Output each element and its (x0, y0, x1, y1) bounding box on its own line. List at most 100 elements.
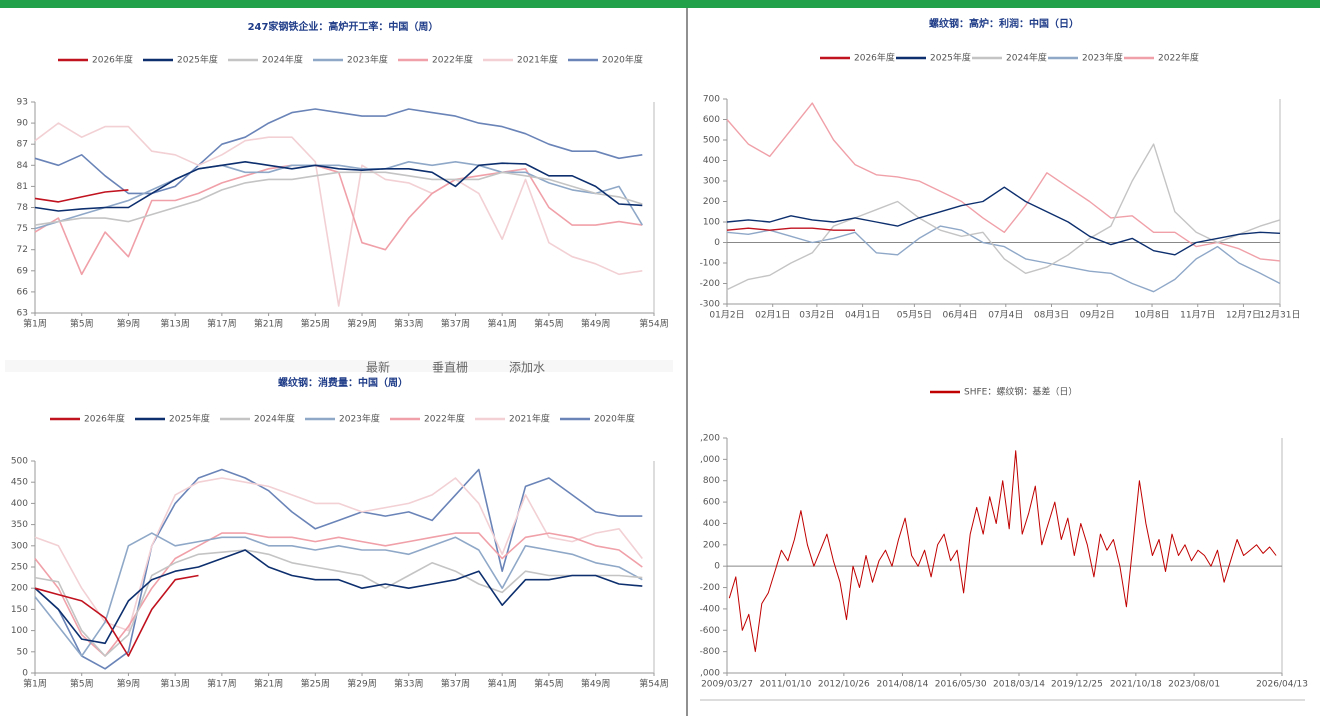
y-tick-label: 600 (703, 115, 720, 125)
y-tick-label: -600 (700, 626, 721, 636)
x-tick-label: 12月7日 (1226, 310, 1261, 321)
x-tick-label: 第13周 (160, 318, 189, 330)
x-tick-label: 第37周 (441, 318, 470, 330)
x-tick-label: 第29周 (347, 318, 376, 330)
y-tick-label: 72 (17, 245, 28, 255)
y-tick-label: 450 (11, 478, 28, 488)
x-tick-label: 03月2日 (799, 310, 834, 321)
y-tick-label: 84 (17, 161, 29, 171)
x-tick-label: 第1周 (23, 318, 47, 330)
y-tick-label: -400 (700, 604, 721, 614)
x-tick-label: 第25周 (301, 318, 330, 330)
legend-label: 2025年度 (930, 52, 971, 64)
series-line (34, 108, 643, 195)
x-tick-label: 第33周 (394, 318, 423, 330)
legend-label: 2024年度 (262, 54, 303, 66)
legend-label: 2022年度 (1158, 52, 1199, 64)
x-tick-label: 第17周 (207, 318, 236, 330)
x-tick-label: 第9周 (117, 318, 141, 330)
x-tick-label: 第29周 (347, 678, 376, 690)
series-line (726, 227, 855, 231)
legend-label: SHFE：螺纹钢：基差（日） (964, 386, 1077, 398)
y-tick-label: 800 (703, 476, 720, 486)
y-tick-label: 100 (11, 626, 28, 636)
legend-label: 2024年度 (254, 413, 295, 425)
series-line (34, 549, 643, 645)
legend-label: 2024年度 (1006, 52, 1047, 64)
x-tick-label: 2016/05/30 (935, 680, 987, 690)
x-tick-label: 第21周 (254, 678, 283, 690)
y-tick-label: 600 (703, 498, 720, 508)
y-tick-label: 500 (11, 457, 28, 467)
x-tick-label: 第5周 (70, 318, 94, 330)
y-tick-label: 200 (703, 540, 720, 550)
toolbar-button[interactable]: 最新 (366, 360, 390, 375)
series-line (34, 164, 643, 276)
y-tick-label: 50 (17, 647, 29, 657)
y-tick-label: -200 (700, 583, 721, 593)
x-tick-label: 2012/10/26 (818, 680, 870, 690)
y-tick-label: 250 (11, 563, 28, 573)
y-tick-label: 78 (17, 203, 29, 213)
legend-label: 2022年度 (424, 413, 465, 425)
y-tick-label: 0 (714, 238, 720, 248)
x-tick-label: 02月1日 (755, 310, 790, 321)
y-tick-label: -1,000 (691, 669, 720, 679)
x-tick-label: 第41周 (487, 678, 516, 690)
y-tick-label: -800 (700, 647, 721, 657)
y-tick-label: 150 (11, 605, 28, 615)
y-tick-label: 350 (11, 520, 28, 530)
y-tick-label: -100 (700, 259, 721, 269)
chart-title: 247家钢铁企业：高炉开工率：中国（周） (248, 20, 439, 33)
y-tick-label: 300 (703, 177, 720, 187)
legend-label: 2022年度 (432, 54, 473, 66)
y-tick-label: 1,000 (694, 455, 720, 465)
legend-label: 2021年度 (509, 413, 550, 425)
series-line (34, 477, 643, 632)
x-tick-label: 第41周 (487, 318, 516, 330)
x-tick-label: 2018/03/14 (993, 680, 1045, 690)
x-tick-label: 第54周 (639, 318, 668, 330)
toolbar (5, 360, 673, 372)
y-tick-label: 63 (17, 309, 28, 319)
legend-label: 2025年度 (169, 413, 210, 425)
x-tick-label: 第37周 (441, 678, 470, 690)
y-tick-label: -200 (700, 279, 721, 289)
legend-label: 2021年度 (517, 54, 558, 66)
x-tick-label: 05月5日 (897, 310, 932, 321)
y-tick-label: 75 (17, 224, 28, 234)
series-line (34, 189, 129, 203)
x-tick-label: 第45周 (534, 318, 563, 330)
series-line (34, 532, 643, 657)
x-tick-label: 第54周 (639, 678, 668, 690)
legend-label: 2023年度 (1082, 52, 1123, 64)
x-tick-label: 2026/04/13 (1256, 680, 1308, 690)
y-tick-label: 69 (17, 266, 29, 276)
chart-title: 螺纹钢：消费量：中国（周） (278, 376, 408, 389)
y-tick-label: 66 (17, 287, 29, 297)
x-tick-label: 第45周 (534, 678, 563, 690)
x-tick-label: 第33周 (394, 678, 423, 690)
series-line (34, 122, 643, 307)
legend-label: 2023年度 (339, 413, 380, 425)
x-tick-label: 2023/08/01 (1168, 680, 1220, 690)
x-tick-label: 第13周 (160, 678, 189, 690)
series-line (728, 450, 1277, 653)
x-tick-label: 01月2日 (709, 310, 744, 321)
y-tick-label: 300 (11, 541, 28, 551)
x-tick-label: 04月1日 (845, 310, 880, 321)
toolbar-button[interactable]: 添加水 (509, 361, 545, 375)
x-tick-label: 第1周 (23, 678, 47, 690)
y-tick-label: 200 (11, 584, 28, 594)
x-tick-label: 第17周 (207, 678, 236, 690)
y-tick-label: 90 (17, 119, 29, 129)
legend-label: 2026年度 (854, 52, 895, 64)
toolbar-button[interactable]: 垂直栅 (432, 360, 468, 375)
series-line (34, 574, 199, 657)
top-bar (0, 0, 1320, 8)
legend-label: 2026年度 (92, 54, 133, 66)
x-tick-label: 07月4日 (988, 310, 1023, 321)
series-line (34, 161, 643, 230)
x-tick-label: 2011/01/10 (760, 680, 812, 690)
